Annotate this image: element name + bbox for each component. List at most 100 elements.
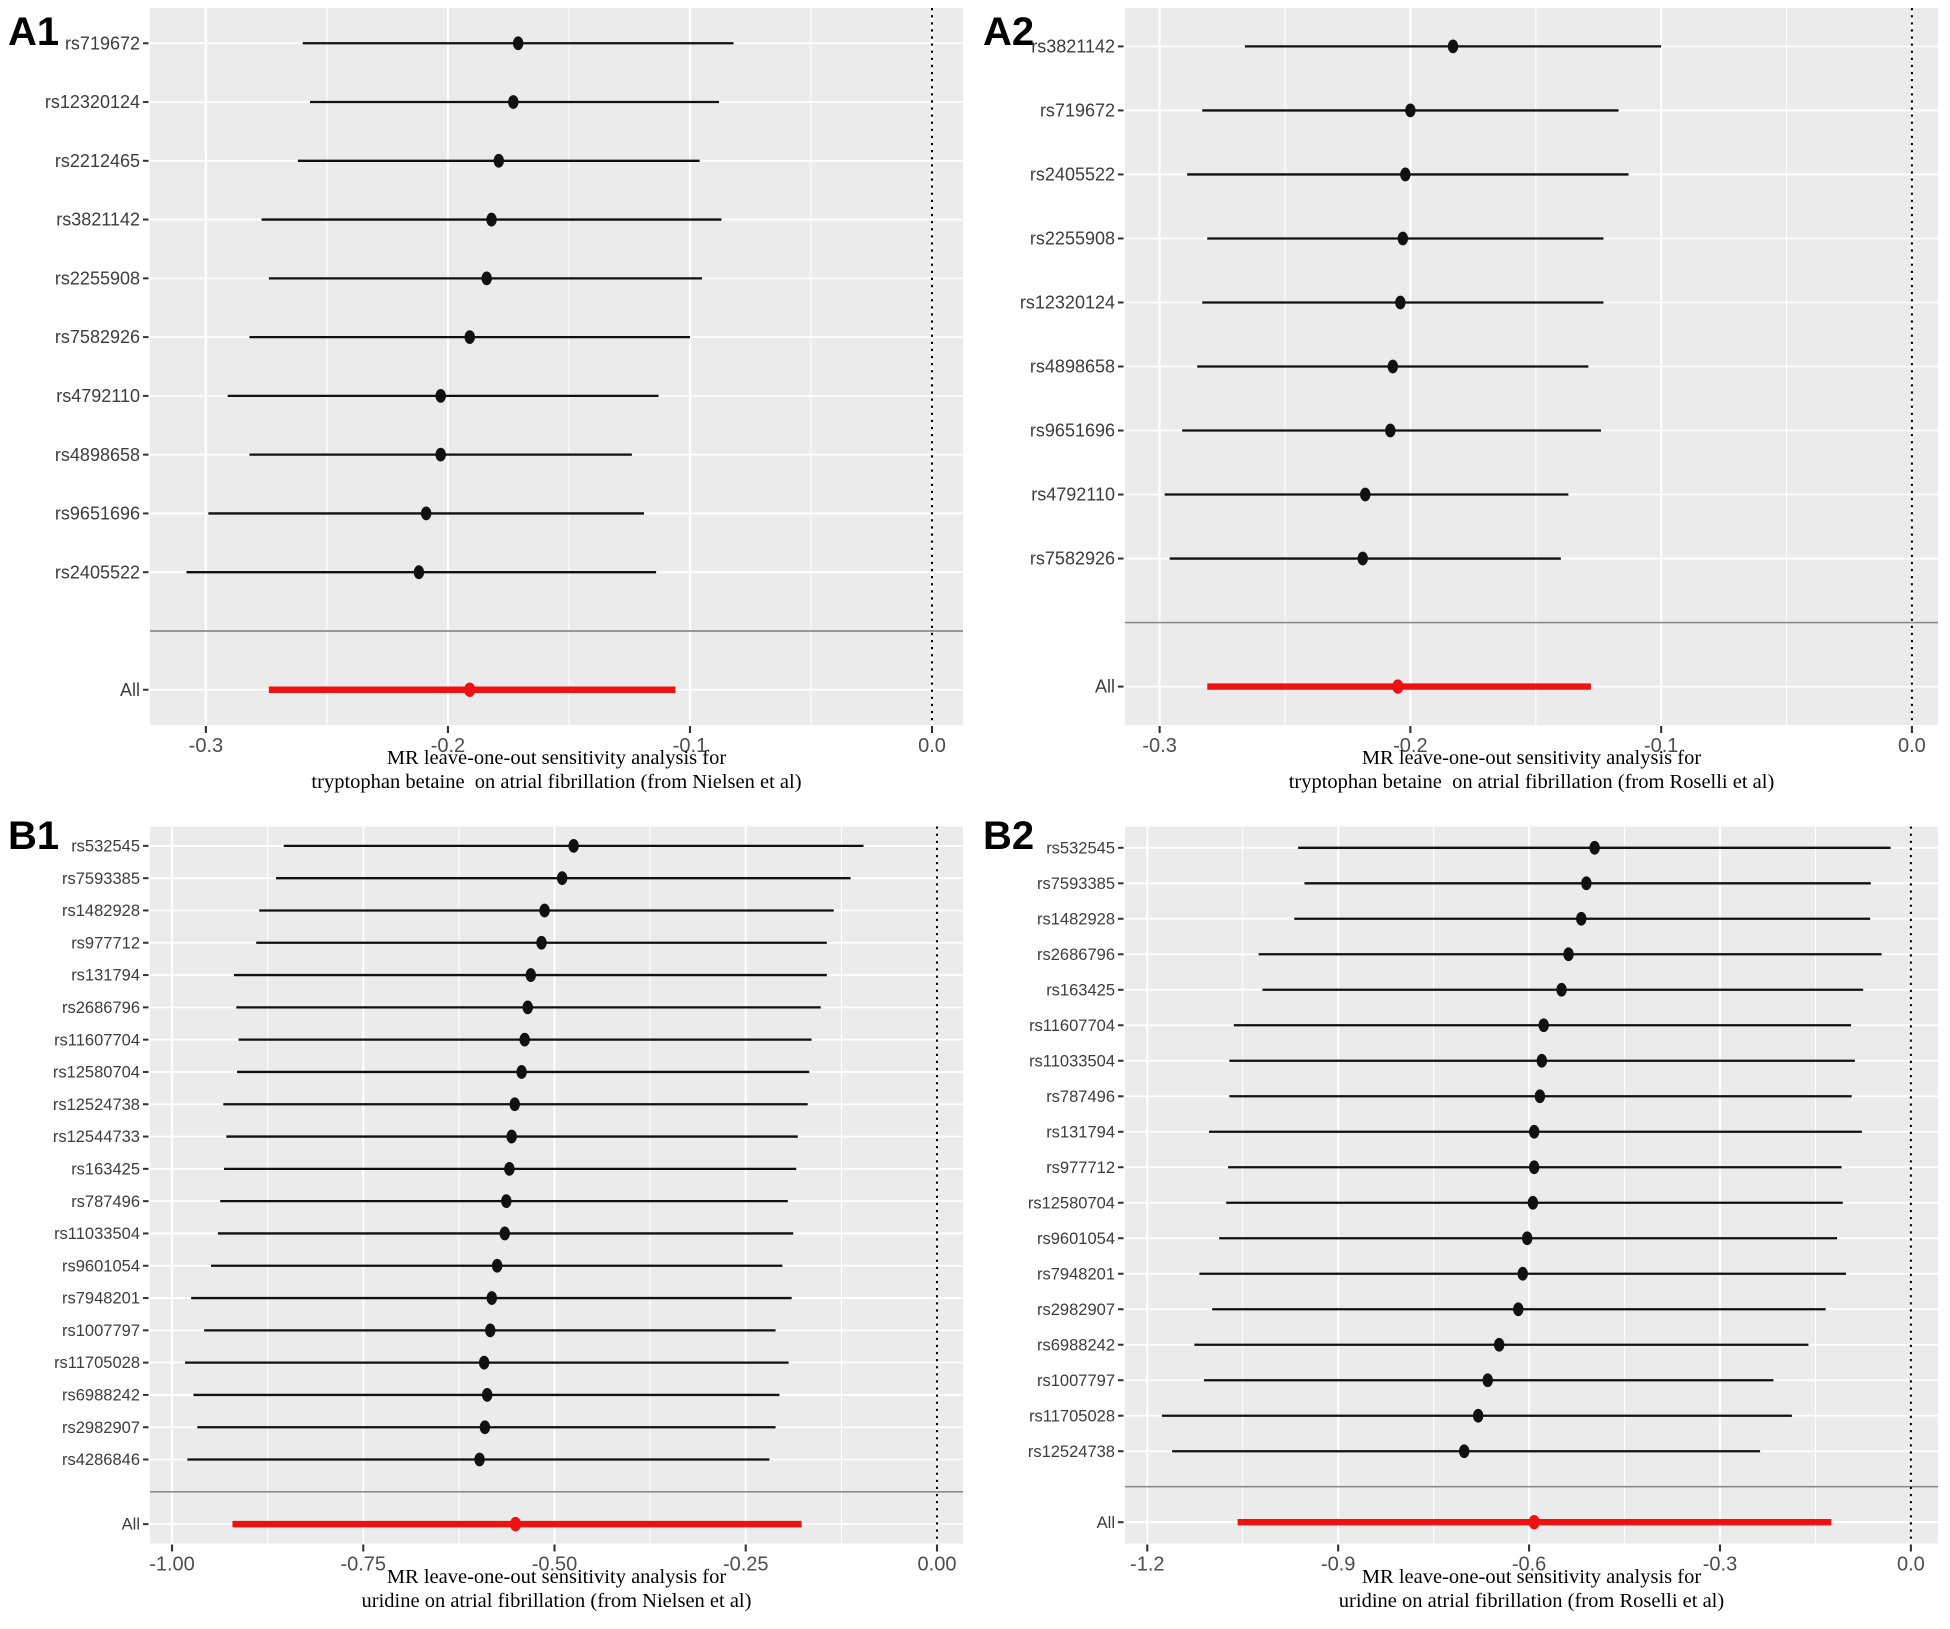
y-axis-label: rs787496 xyxy=(1046,1088,1115,1106)
x-axis-tick-label: -0.9 xyxy=(1321,1554,1355,1576)
point-estimate-dot xyxy=(1482,1373,1493,1388)
point-estimate-dot xyxy=(1576,911,1587,926)
forest-row: rs131794 xyxy=(71,967,827,985)
y-axis-label: rs11705028 xyxy=(1029,1407,1115,1425)
forest-row: rs3821142 xyxy=(56,210,722,230)
x-axis-tick-label: -0.6 xyxy=(1512,1554,1546,1576)
forest-row: rs7593385 xyxy=(62,870,851,888)
forest-row: rs7582926 xyxy=(55,327,690,347)
all-point-estimate-dot xyxy=(464,682,476,697)
forest-row: rs12544733 xyxy=(53,1128,798,1146)
forest-row: rs12524738 xyxy=(53,1096,808,1114)
y-axis-label: rs4792110 xyxy=(56,386,140,406)
forest-row: rs4286846 xyxy=(62,1451,770,1469)
forest-row: rs11705028 xyxy=(54,1354,789,1372)
y-axis-label-all: All xyxy=(1095,677,1115,697)
forest-row: rs12580704 xyxy=(1028,1194,1843,1212)
point-estimate-dot xyxy=(474,1452,485,1467)
point-estimate-dot xyxy=(435,447,446,462)
forest-row: rs11607704 xyxy=(1029,1017,1852,1035)
point-estimate-dot xyxy=(522,1000,533,1015)
point-estimate-dot xyxy=(539,903,550,918)
point-estimate-dot xyxy=(509,1097,520,1112)
point-estimate-dot xyxy=(435,388,446,403)
point-estimate-dot xyxy=(464,330,475,345)
caption-a1-line1: MR leave-one-out sensitivity analysis fo… xyxy=(386,747,727,769)
point-estimate-dot xyxy=(485,1323,496,1338)
x-axis-tick-label: -1.2 xyxy=(1130,1554,1164,1576)
y-axis-label: rs787496 xyxy=(71,1193,140,1211)
point-estimate-dot xyxy=(556,871,568,886)
forest-row: rs7948201 xyxy=(1037,1265,1846,1283)
point-estimate-dot xyxy=(519,1032,530,1047)
panel-label-a1: A1 xyxy=(8,10,60,54)
forest-row: rs2686796 xyxy=(62,999,821,1017)
point-estimate-dot xyxy=(512,36,524,51)
panel-b2: rs532545 rs7593385 rs1482928 rs2686796 rs163… xyxy=(1028,826,1938,1576)
caption-a1-line2: tryptophan betaine on atrial fibrillatio… xyxy=(311,771,802,793)
y-axis-label: rs9651696 xyxy=(55,504,140,524)
y-axis-label: rs4792110 xyxy=(1031,485,1115,505)
y-axis-label: rs7948201 xyxy=(62,1290,140,1308)
point-estimate-dot xyxy=(1556,982,1567,997)
point-estimate-dot xyxy=(506,1129,517,1144)
point-estimate-dot xyxy=(525,968,536,982)
y-axis-label: rs12524738 xyxy=(1028,1443,1115,1461)
y-axis-label: rs12320124 xyxy=(45,92,140,112)
y-axis-label: rs2405522 xyxy=(55,562,140,582)
point-estimate-dot xyxy=(1513,1302,1524,1317)
x-axis-tick-label: 0.0 xyxy=(1898,735,1926,757)
forest-row: rs11607704 xyxy=(54,1031,812,1049)
point-estimate-dot xyxy=(1395,295,1406,310)
forest-row: rs4898658 xyxy=(55,445,632,465)
caption-a2-line2: tryptophan betaine on atrial fibrillatio… xyxy=(1288,771,1775,793)
point-estimate-dot xyxy=(1387,359,1399,374)
forest-row: rs1007797 xyxy=(62,1322,776,1340)
y-axis-label: rs11033504 xyxy=(1029,1052,1115,1070)
forest-row: rs11033504 xyxy=(54,1225,794,1243)
point-estimate-dot xyxy=(1538,1018,1549,1033)
y-axis-label: rs2255908 xyxy=(1030,229,1115,249)
y-axis-label: rs2255908 xyxy=(55,268,140,288)
point-estimate-dot xyxy=(1493,1337,1505,1352)
point-estimate-dot xyxy=(1563,947,1574,962)
forest-row: rs2982907 xyxy=(62,1419,776,1437)
y-axis-label: rs1482928 xyxy=(62,902,140,920)
y-axis-label: rs9601054 xyxy=(62,1257,140,1275)
forest-row: rs719672 xyxy=(1040,101,1619,121)
caption-b1-line1: MR leave-one-out sensitivity analysis fo… xyxy=(386,1565,727,1588)
forest-row: rs2255908 xyxy=(55,268,703,288)
forest-row: rs6988242 xyxy=(1037,1336,1809,1354)
y-axis-label-all: All xyxy=(120,680,140,700)
y-axis-label: rs2212465 xyxy=(55,151,140,171)
y-axis-label-all: All xyxy=(122,1516,140,1534)
point-estimate-dot xyxy=(1360,487,1371,502)
panel-b1: rs532545 rs7593385 rs1482928 rs977712 rs1317… xyxy=(53,826,963,1576)
y-axis-label: rs12320124 xyxy=(1020,293,1115,313)
y-axis-label: rs6988242 xyxy=(62,1387,140,1405)
forest-row: rs2405522 xyxy=(1030,165,1629,185)
forest-row: rs11033504 xyxy=(1029,1052,1855,1070)
forest-row: rs3821142 xyxy=(1031,37,1662,57)
y-axis-label: rs1007797 xyxy=(1037,1372,1115,1390)
all-summary-row: All xyxy=(122,1516,802,1534)
y-axis-label: rs163425 xyxy=(71,1160,140,1178)
x-axis-tick-label: -0.1 xyxy=(673,735,707,757)
caption-b2-line2: uridine on atrial fibrillation (from Ros… xyxy=(1338,1589,1725,1612)
x-axis-tick-label: -0.3 xyxy=(1703,1554,1737,1576)
point-estimate-dot xyxy=(1528,1124,1540,1139)
y-axis-label: rs131794 xyxy=(71,967,140,985)
forest-row: rs9601054 xyxy=(62,1257,783,1275)
point-estimate-dot xyxy=(478,1355,490,1370)
y-axis-label: rs11607704 xyxy=(54,1031,140,1049)
all-summary-row: All xyxy=(1095,677,1591,697)
point-estimate-dot xyxy=(1528,1160,1540,1175)
forest-row: rs7582926 xyxy=(1030,549,1561,569)
y-axis-label: rs7582926 xyxy=(55,327,140,347)
point-estimate-dot xyxy=(1357,551,1368,566)
forest-row: rs163425 xyxy=(1046,981,1864,999)
caption-b1-line2: uridine on atrial fibrillation (from Nie… xyxy=(361,1589,752,1612)
y-axis-label-all: All xyxy=(1097,1514,1115,1532)
point-estimate-dot xyxy=(536,935,547,950)
